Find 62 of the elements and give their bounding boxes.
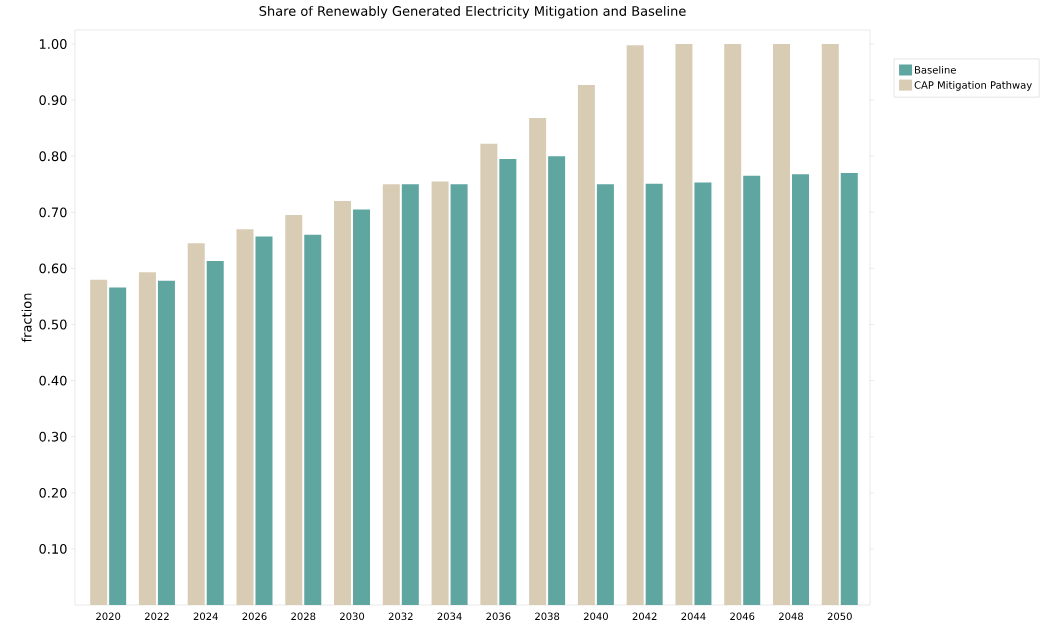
y-tick-label: 0.90 xyxy=(39,95,67,106)
x-tick-label: 2028 xyxy=(291,612,316,621)
x-tick-label: 2030 xyxy=(340,612,365,621)
bar xyxy=(236,229,254,605)
y-tick-label: 0.30 xyxy=(39,431,67,442)
bar xyxy=(157,280,175,605)
bar xyxy=(187,243,205,605)
bar xyxy=(138,272,156,605)
legend-label: Baseline xyxy=(915,65,956,74)
chart-title: Share of Renewably Generated Electricity Mitigation and Baseline xyxy=(259,5,686,19)
bar xyxy=(821,44,839,605)
bar xyxy=(792,174,809,605)
y-tick-label: 0.10 xyxy=(39,543,67,554)
x-tick-label: 2048 xyxy=(779,612,804,621)
y-tick-label: 0.70 xyxy=(39,207,67,218)
x-tick-label: 2032 xyxy=(388,612,413,621)
bar xyxy=(304,234,322,605)
legend-label: CAP Mitigation Pathway xyxy=(914,81,1032,91)
x-tick-label: 2024 xyxy=(193,612,218,621)
x-tick-label: 2034 xyxy=(437,612,462,621)
bar xyxy=(450,184,468,605)
bar xyxy=(285,215,303,605)
bar xyxy=(431,181,449,605)
x-tick-label: 2042 xyxy=(632,612,657,621)
x-tick-label: 2020 xyxy=(96,612,121,621)
bar xyxy=(255,236,273,605)
bar xyxy=(401,184,419,605)
bar xyxy=(353,209,371,605)
x-tick-label: 2038 xyxy=(535,612,560,621)
y-axis-title: fraction xyxy=(21,293,32,343)
x-tick-label: 2040 xyxy=(583,612,608,621)
bar xyxy=(577,84,595,605)
bar xyxy=(548,156,566,605)
bar xyxy=(206,261,224,605)
x-tick-label: 2044 xyxy=(681,612,706,621)
x-tick-label: 2026 xyxy=(242,612,267,621)
x-tick-label: 2036 xyxy=(486,612,511,621)
y-tick-label: 0.60 xyxy=(39,263,67,274)
bar xyxy=(626,45,644,605)
bar xyxy=(90,279,108,605)
bar xyxy=(772,44,790,605)
bar xyxy=(840,173,858,605)
y-tick-label: 0.40 xyxy=(39,375,67,386)
y-tick-label: 0.80 xyxy=(39,151,67,162)
bar xyxy=(724,44,742,605)
bar xyxy=(529,118,547,605)
bar xyxy=(499,159,517,605)
bar xyxy=(743,175,761,605)
bar xyxy=(596,184,614,605)
bar xyxy=(645,183,663,605)
bar xyxy=(480,143,498,605)
x-tick-label: 2046 xyxy=(730,612,755,621)
y-tick-label: 1.00 xyxy=(39,39,67,49)
bar xyxy=(109,287,127,605)
bar xyxy=(694,182,712,605)
bar xyxy=(675,44,693,605)
x-tick-label: 2022 xyxy=(144,612,169,621)
bar xyxy=(382,184,400,605)
x-tick-label: 2050 xyxy=(827,612,852,621)
y-tick-label: 0.50 xyxy=(39,319,67,330)
y-tick-label: 0.20 xyxy=(39,487,67,498)
bar xyxy=(334,201,352,605)
